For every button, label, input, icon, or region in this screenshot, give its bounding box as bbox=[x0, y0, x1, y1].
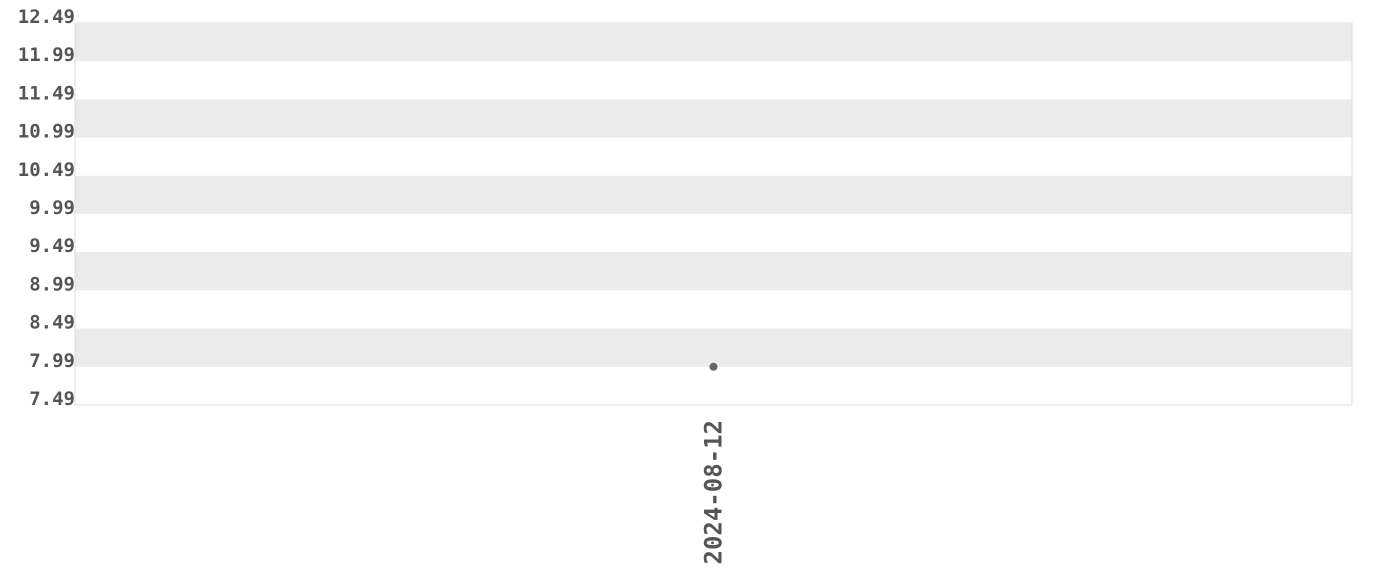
y-tick-label: 7.99 bbox=[29, 350, 75, 372]
y-tick-label: 10.49 bbox=[18, 159, 75, 181]
y-tick-label: 9.99 bbox=[29, 197, 75, 219]
y-tick-label: 10.99 bbox=[18, 121, 75, 143]
y-tick-label: 11.99 bbox=[18, 44, 75, 66]
grid-band bbox=[75, 23, 1352, 62]
y-tick-label: 7.49 bbox=[29, 388, 75, 410]
y-tick-label: 8.49 bbox=[29, 312, 75, 334]
grid-band bbox=[75, 328, 1352, 367]
data-point bbox=[709, 362, 718, 371]
y-tick-label: 11.49 bbox=[18, 82, 75, 104]
grid-band bbox=[75, 175, 1352, 214]
grid-band bbox=[75, 99, 1352, 138]
y-tick-label: 12.49 bbox=[18, 6, 75, 28]
y-tick-label: 8.99 bbox=[29, 273, 75, 295]
grid-band bbox=[75, 252, 1352, 291]
x-tick-label: 2024-08-12 bbox=[700, 420, 728, 565]
y-tick-label: 9.49 bbox=[29, 235, 75, 257]
